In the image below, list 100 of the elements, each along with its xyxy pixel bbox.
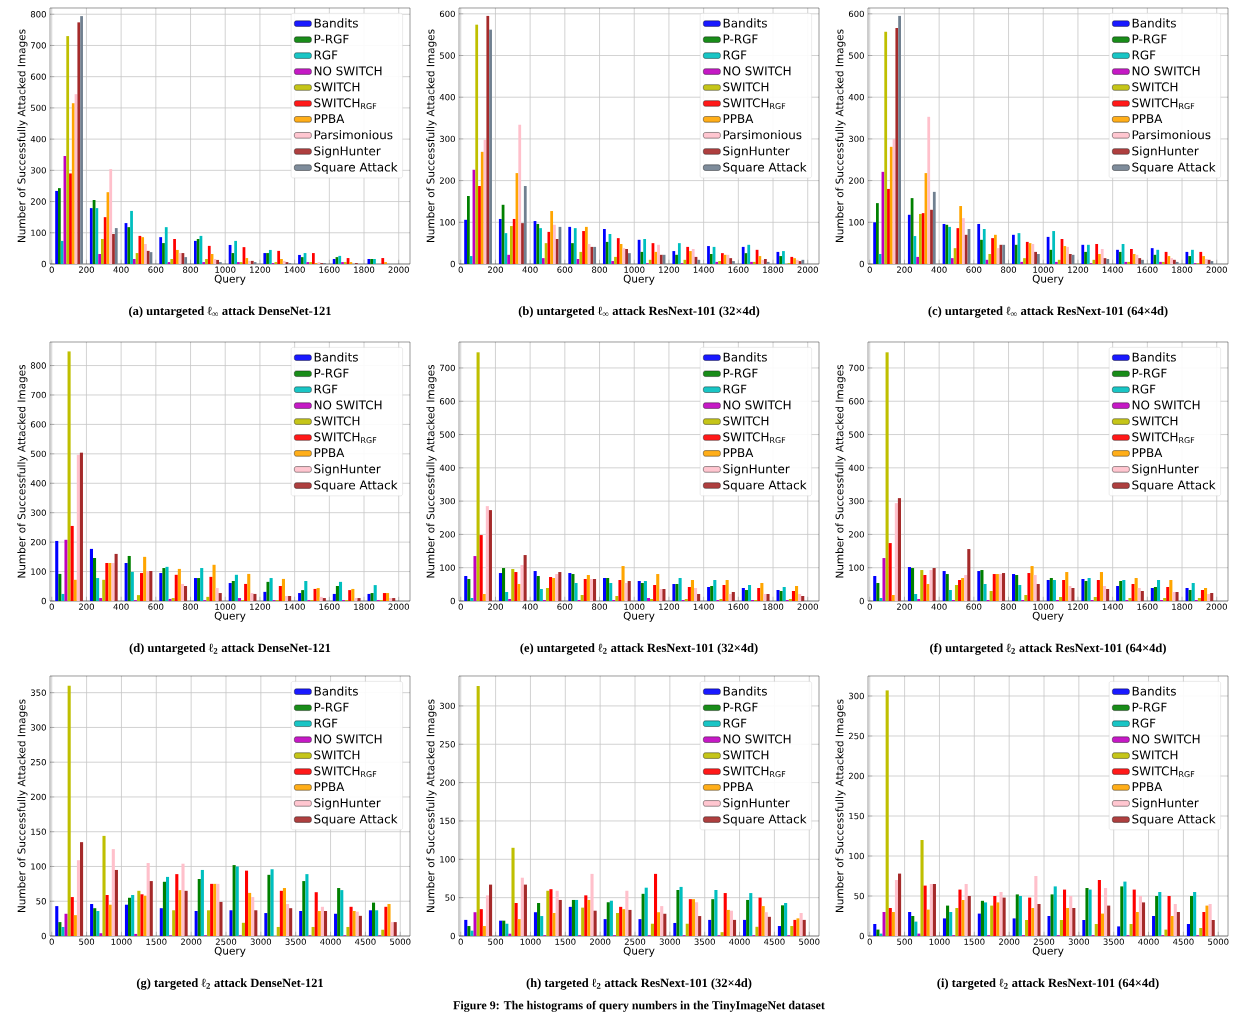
y-tick-label: 400 — [439, 464, 455, 472]
legend-label: RGF — [314, 50, 338, 60]
x-tick-label: 500 — [488, 938, 504, 945]
legend-label: SWITCH$_{RGF}$ — [314, 98, 377, 110]
x-tick-label: 1600 — [1137, 603, 1158, 610]
y-tick-label: 300 — [848, 497, 864, 505]
x-tick-label: 1000 — [1033, 266, 1054, 273]
x-tick-label: 5000 — [799, 938, 820, 945]
text: (e) untargeted ℓ$_{2}$ attack ResNext-101 (32×4d) — [520, 643, 758, 655]
y-tick-label: 200 — [439, 531, 455, 538]
x-axis-title: Query — [214, 274, 246, 285]
x-tick-label: 3500 — [694, 938, 715, 945]
legend-label: P-RGF — [314, 368, 349, 378]
y-tick-label: 100 — [440, 219, 455, 226]
x-tick-label: 1800 — [763, 603, 784, 610]
legend-label: Parsimonious — [1132, 130, 1211, 140]
y-tick-label: 200 — [848, 531, 864, 538]
x-tick-label: 4000 — [320, 938, 341, 945]
x-tick-label: 500 — [79, 938, 95, 945]
y-tick-label: 250 — [439, 741, 455, 748]
legend-label: SWITCH — [1132, 416, 1178, 426]
y-tick-label: 250 — [30, 759, 46, 766]
y-tick-label: 300 — [848, 692, 864, 700]
legend-label: Bandits — [314, 18, 358, 28]
y-axis-title: Number of Successfully Attacked Images — [426, 364, 437, 578]
y-tick-label: 300 — [439, 497, 455, 505]
y-axis-title: Number of Successfully Attacked Images — [17, 29, 28, 243]
legend-label: RGF — [1132, 50, 1156, 60]
y-axis-title: Number of Successfully Attacked Images — [426, 29, 437, 243]
y-tick-label: 0 — [859, 932, 864, 940]
x-tick-label: 2000 — [180, 938, 202, 945]
y-tick-label: 400 — [848, 94, 864, 101]
x-tick-label: 2000 — [797, 603, 818, 610]
x-tick-label: 600 — [557, 603, 573, 610]
legend-label: Square Attack — [314, 162, 398, 174]
x-tick-label: 1800 — [354, 603, 375, 610]
x-tick-label: 2500 — [624, 938, 646, 945]
y-tick-label: 300 — [30, 509, 46, 516]
legend-label: P-RGF — [1132, 34, 1167, 44]
y-tick-label: 300 — [30, 724, 46, 731]
y-tick-label: 600 — [439, 398, 455, 405]
x-tick-label: 1800 — [1172, 603, 1193, 610]
x-tick-label: 2000 — [797, 266, 818, 273]
y-tick-label: 800 — [30, 362, 46, 369]
x-axis-title: Query — [1032, 946, 1064, 957]
legend-label: SignHunter — [723, 146, 790, 158]
x-tick-label: 400 — [931, 266, 947, 273]
x-tick-label: 4500 — [1173, 938, 1194, 945]
y-tick-label: 0 — [41, 932, 46, 940]
x-tick-label: 2500 — [1033, 938, 1055, 945]
legend-label: P-RGF — [314, 702, 349, 712]
x-tick-label: 1600 — [319, 603, 340, 610]
y-tick-label: 500 — [439, 52, 455, 59]
x-tick-label: 1400 — [693, 266, 714, 273]
y-tick-label: 100 — [849, 564, 864, 571]
legend-label: RGF — [1132, 384, 1156, 394]
y-tick-label: 100 — [849, 219, 864, 226]
x-tick-label: 0 — [867, 938, 872, 945]
x-tick-label: 1800 — [354, 266, 375, 273]
y-axis-title: Number of Successfully Attacked Images — [835, 29, 846, 243]
x-tick-label: 500 — [897, 938, 913, 945]
legend-label: NO SWITCH — [723, 66, 791, 76]
legend-label: PPBA — [1132, 448, 1163, 458]
x-tick-label: 200 — [896, 603, 912, 610]
legend-label: Bandits — [1132, 352, 1176, 362]
y-axis-title: Number of Successfully Attacked Images — [835, 364, 846, 578]
y-tick-label: 200 — [30, 793, 46, 801]
x-tick-label: 600 — [966, 603, 982, 610]
legend-label: SWITCH — [1132, 82, 1178, 92]
y-tick-label: 50 — [445, 894, 455, 901]
x-tick-label: 1500 — [555, 938, 576, 945]
y-tick-label: 500 — [439, 431, 455, 438]
legend-label: NO SWITCH — [314, 400, 382, 410]
x-tick-label: 0 — [458, 938, 463, 945]
caption: Figure 9: The histograms of query numbers in the TinyImageNet dataset — [453, 1000, 825, 1012]
legend-label: SWITCH$_{RGF}$ — [314, 766, 377, 778]
legend-label: Bandits — [723, 352, 767, 362]
x-tick-label: 2000 — [999, 938, 1020, 945]
legend-label: SignHunter — [314, 464, 381, 476]
legend-label: SWITCH$_{RGF}$ — [1132, 98, 1195, 110]
y-tick-label: 500 — [848, 52, 864, 59]
y-tick-label: 100 — [31, 863, 46, 870]
y-tick-label: 500 — [848, 431, 864, 438]
legend-label: Square Attack — [723, 480, 807, 492]
y-tick-label: 700 — [31, 42, 46, 49]
y-tick-label: 350 — [30, 689, 46, 696]
x-tick-label: 1400 — [1102, 266, 1123, 273]
x-tick-label: 1200 — [659, 266, 680, 273]
x-tick-label: 0 — [867, 603, 872, 610]
y-tick-label: 0 — [450, 932, 455, 940]
legend-label: SWITCH — [314, 750, 360, 760]
x-tick-label: 1400 — [284, 266, 305, 273]
legend-label: P-RGF — [1132, 702, 1167, 712]
legend-label: PPBA — [314, 782, 345, 792]
y-axis-title: Number of Successfully Attacked Images — [17, 364, 28, 578]
x-tick-label: 3000 — [659, 938, 681, 945]
legend-label: SWITCH — [314, 416, 360, 426]
legend-label: PPBA — [314, 114, 345, 123]
x-tick-label: 1000 — [624, 266, 645, 273]
legend-label: SignHunter — [723, 798, 790, 810]
